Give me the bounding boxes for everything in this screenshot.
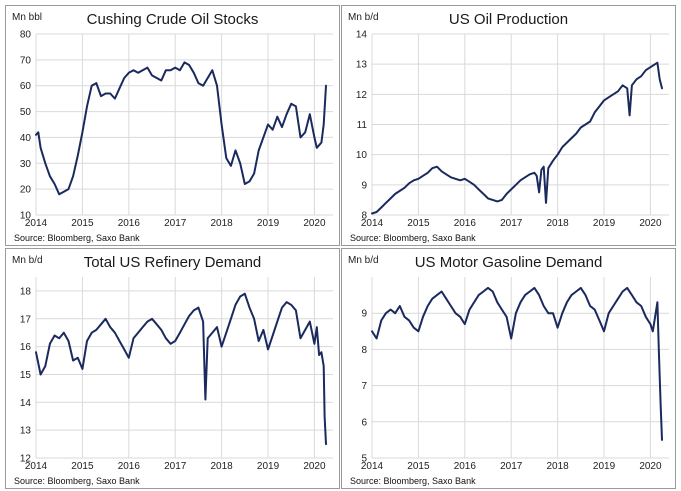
y-tick-label: 60	[20, 81, 32, 92]
y-tick-label: 10	[356, 150, 368, 161]
y-tick-label: 13	[356, 60, 368, 71]
x-tick-label: 2015	[71, 218, 94, 229]
y-tick-label: 17	[20, 314, 32, 325]
chart-panel-refinery-demand: 12 13 14 15 16 17 18 2014 2015 2016 2017 2018 2019 20…	[5, 248, 340, 489]
source-note: Source: Bloomberg, Saxo Bank	[14, 233, 140, 243]
x-tick-label: 2016	[118, 218, 141, 229]
y-tick-label: 40	[20, 133, 32, 144]
chart-panel-gasoline-demand: 5 6 7 8 9 2014 2015 2016 2017 2018 2019 2020 Mn b/d…	[341, 248, 676, 489]
y-tick-label: 5	[361, 454, 367, 465]
chart-svg-cushing: 10 20 30 40 50 60 70 80 2014 2015 2016 2017 2018 2019…	[20, 30, 333, 229]
series-line	[371, 286, 663, 441]
chart-title: US Oil Production	[448, 11, 569, 28]
y-tick-label: 11	[357, 120, 368, 131]
x-tick-label: 2018	[211, 461, 234, 472]
y-tick-label: 10	[20, 211, 32, 222]
y-tick-label: 13	[20, 426, 32, 437]
y-tick-label: 50	[20, 107, 32, 118]
source-note: Source: Bloomberg, Saxo Bank	[350, 233, 476, 243]
x-tick-label: 2016	[454, 461, 477, 472]
x-tick-label: 2014	[361, 218, 384, 229]
y-tick-label: 20	[20, 185, 32, 196]
y-tick-label: 18	[20, 286, 32, 297]
x-tick-label: 2015	[407, 461, 430, 472]
x-tick-label: 2020	[303, 461, 326, 472]
x-tick-label: 2020	[303, 218, 326, 229]
source-note: Source: Bloomberg, Saxo Bank	[14, 476, 140, 486]
x-tick-label: 2015	[407, 218, 430, 229]
y-tick-label: 12	[20, 454, 32, 465]
y-tick-label: 8	[361, 211, 367, 222]
x-tick-label: 2014	[361, 461, 384, 472]
chart-title: US Motor Gasoline Demand	[414, 254, 603, 271]
x-tick-label: 2020	[639, 461, 662, 472]
series-line	[35, 61, 327, 196]
y-axis-unit: Mn b/d	[348, 12, 379, 23]
x-tick-label: 2017	[500, 461, 523, 472]
x-tick-label: 2018	[547, 218, 570, 229]
x-tick-label: 2014	[25, 461, 48, 472]
chart-panel-cushing: 10 20 30 40 50 60 70 80 2014 2015 2016 2017 2018 2019…	[5, 5, 340, 246]
y-tick-label: 12	[356, 90, 368, 101]
x-tick-label: 2016	[454, 218, 477, 229]
y-tick-label: 7	[361, 381, 367, 392]
x-tick-label: 2014	[25, 218, 48, 229]
y-tick-label: 80	[20, 30, 32, 41]
y-tick-label: 14	[20, 398, 32, 409]
y-tick-label: 9	[361, 309, 367, 320]
y-axis-unit: Mn b/d	[12, 255, 43, 266]
y-tick-label: 70	[20, 55, 32, 66]
chart-title: Cushing Crude Oil Stocks	[86, 11, 259, 28]
series-line	[35, 292, 327, 446]
source-note: Source: Bloomberg, Saxo Bank	[350, 476, 476, 486]
y-tick-label: 6	[361, 417, 367, 428]
x-tick-label: 2015	[71, 461, 94, 472]
y-tick-label: 30	[20, 159, 32, 170]
x-tick-label: 2017	[164, 461, 187, 472]
x-tick-label: 2017	[164, 218, 187, 229]
x-tick-label: 2019	[257, 218, 280, 229]
chart-svg-gasoline-demand: 5 6 7 8 9 2014 2015 2016 2017 2018 2019 2020	[361, 277, 669, 472]
y-tick-label: 14	[356, 30, 368, 41]
x-tick-label: 2018	[547, 461, 570, 472]
y-axis-unit: Mn bbl	[12, 12, 43, 23]
chart-svg-refinery-demand: 12 13 14 15 16 17 18 2014 2015 2016 2017 2018 2019 20…	[20, 277, 333, 472]
x-tick-label: 2018	[211, 218, 234, 229]
chart-title: Total US Refinery Demand	[83, 254, 262, 271]
x-tick-label: 2017	[500, 218, 523, 229]
chart-panel-us-oil-production: 8 9 10 11 12 13 14 2014 2015 2016 2017 2018 2019 2020…	[341, 5, 676, 246]
y-tick-label: 16	[20, 342, 32, 353]
x-tick-label: 2016	[118, 461, 141, 472]
y-tick-label: 15	[20, 370, 32, 381]
x-tick-label: 2020	[639, 218, 662, 229]
chart-svg-us-oil-production: 8 9 10 11 12 13 14 2014 2015 2016 2017 2018 2019 2020	[356, 30, 669, 229]
x-tick-label: 2019	[593, 218, 616, 229]
y-tick-label: 8	[361, 345, 367, 356]
y-tick-label: 9	[361, 180, 367, 191]
x-tick-label: 2019	[257, 461, 280, 472]
series-line	[371, 61, 663, 215]
x-tick-label: 2019	[593, 461, 616, 472]
y-axis-unit: Mn b/d	[348, 255, 379, 266]
